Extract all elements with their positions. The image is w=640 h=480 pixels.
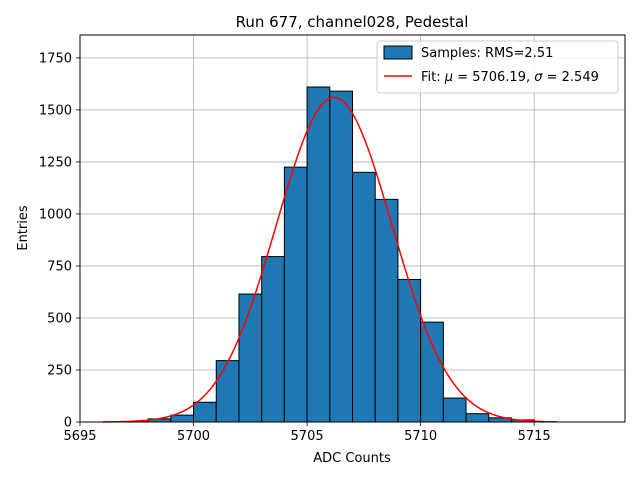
x-tick-label: 5695 [63, 429, 96, 444]
histogram-bar [261, 256, 285, 423]
legend-fit-mu-symbol: μ [444, 70, 453, 85]
y-tick-label: 1500 [39, 103, 72, 118]
x-tick-label: 5715 [518, 429, 551, 444]
fit-curve [102, 96, 557, 423]
x-tick-label: 5705 [291, 429, 324, 444]
histogram-bar [215, 360, 240, 423]
histogram-bar [442, 397, 467, 423]
histogram-bar [283, 166, 308, 423]
y-tick-label: 250 [47, 363, 72, 378]
y-tick-label: 750 [47, 259, 72, 274]
legend-box [376, 40, 619, 94]
y-axis-ticks: 0 250 500 750 1000 1250 1500 1750 [39, 51, 80, 431]
legend-fit-prefix: Fit: [421, 70, 445, 85]
x-tick-label: 5700 [177, 429, 210, 444]
histogram-bar [306, 86, 331, 423]
x-axis-label: ADC Counts [313, 451, 391, 466]
legend-fit-mid: = 5706.19, [453, 70, 534, 85]
plot-frame [79, 34, 626, 423]
histogram-bar [193, 401, 217, 423]
histogram-bar [465, 413, 490, 423]
x-axis-ticks: 5695 5700 5705 5710 5715 [63, 422, 551, 444]
y-tick-label: 1000 [39, 207, 72, 222]
legend-label-samples: Samples: RMS=2.51 [421, 46, 553, 61]
chart-title: Run 677, channel028, Pedestal [236, 13, 469, 31]
histogram-bar [352, 171, 376, 423]
legend-fit-end: = 2.549 [542, 70, 598, 85]
histogram-bar [420, 321, 444, 423]
y-tick-label: 1250 [39, 155, 72, 170]
histogram-bar [329, 90, 353, 423]
y-axis-label: Entries [16, 205, 31, 251]
histogram-bar [238, 293, 263, 423]
x-tick-label: 5710 [404, 429, 437, 444]
legend-fit-sigma-symbol: σ [534, 70, 543, 85]
legend-label-fit: Fit: μ = 5706.19, σ = 2.549 [421, 70, 599, 85]
fit-curve-group [102, 96, 557, 423]
y-tick-label: 500 [47, 311, 72, 326]
y-tick-label: 1750 [39, 51, 72, 66]
legend: Samples: RMS=2.51 Fit: μ = 5706.19, σ = … [376, 40, 619, 94]
histogram-bar [170, 414, 195, 423]
histogram-bar [397, 278, 422, 423]
legend-swatch-samples [383, 45, 413, 60]
y-tick-label: 0 [64, 416, 72, 431]
